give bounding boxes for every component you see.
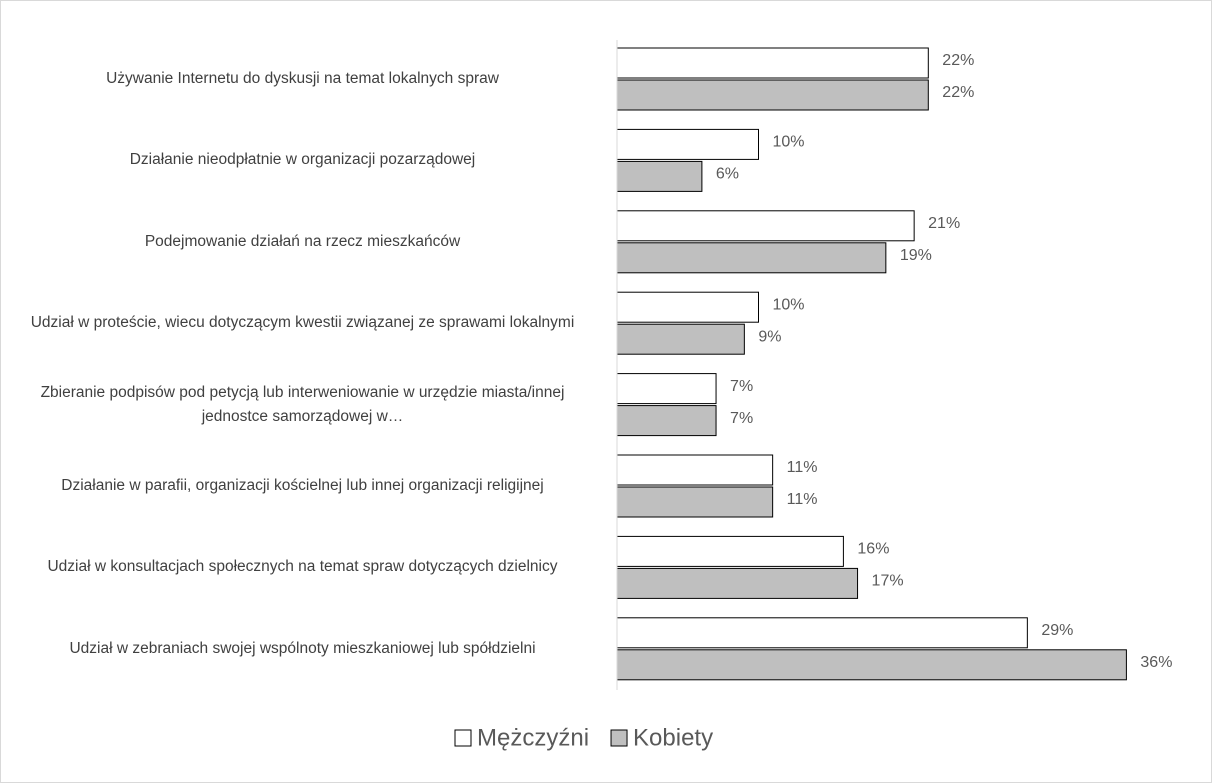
data-label: 22% [942, 84, 974, 101]
category-label: Udział w proteście, wiecu dotyczącym kwe… [30, 314, 575, 332]
category-label: Zbieranie podpisów pod petycją lub inter… [40, 383, 565, 425]
data-label: 9% [758, 328, 781, 345]
legend-swatch [454, 729, 472, 747]
category-label: Działanie w parafii, organizacji kościel… [61, 477, 544, 494]
category-label: Używanie Internetu do dyskusji na temat … [106, 70, 499, 87]
legend-swatch [610, 729, 628, 747]
bar [616, 617, 1028, 649]
bar [616, 128, 759, 160]
category-label: Udział w zebraniach swojej wspólnoty mie… [69, 639, 536, 657]
legend-label: Kobiety [633, 724, 713, 751]
data-label: 6% [716, 166, 739, 183]
data-label: 10% [773, 296, 805, 313]
bar [616, 405, 717, 437]
bar [616, 535, 844, 567]
data-label: 22% [942, 52, 974, 69]
data-label: 21% [928, 215, 960, 232]
bar [616, 79, 929, 111]
data-label: 7% [730, 410, 753, 427]
data-label: 17% [872, 573, 904, 590]
category-label: Podejmowanie działań na rzecz mieszkańcó… [144, 232, 461, 250]
data-label: 16% [857, 541, 889, 558]
bar [616, 486, 774, 518]
bar [616, 160, 703, 192]
bar [616, 373, 717, 405]
data-label: 11% [787, 491, 818, 508]
bar [616, 242, 887, 274]
data-label: 7% [730, 378, 753, 395]
data-label: 10% [773, 134, 805, 151]
category-label: Udział w konsultacjach społecznych na te… [47, 558, 558, 576]
data-label: 36% [1140, 654, 1172, 671]
bar [616, 291, 759, 323]
bar [616, 210, 915, 242]
category-label: Działanie nieodpłatnie w organizacji poz… [129, 151, 476, 169]
bar [616, 649, 1127, 681]
bar [616, 567, 859, 599]
data-label: 19% [900, 247, 932, 264]
bar [616, 323, 745, 355]
bar [616, 47, 929, 79]
data-label: 29% [1041, 622, 1073, 639]
data-label: 11% [787, 459, 818, 476]
bar [616, 454, 774, 486]
legend-label: Mężczyźni [477, 724, 589, 751]
